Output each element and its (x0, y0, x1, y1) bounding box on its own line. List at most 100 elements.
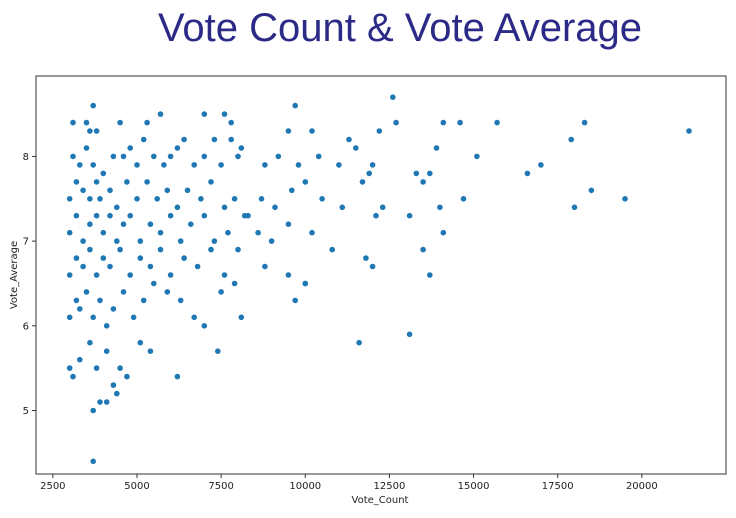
data-point (147, 263, 154, 270)
data-point (309, 229, 315, 236)
data-point (268, 238, 275, 244)
data-point (188, 221, 194, 227)
data-point (97, 196, 103, 202)
data-point (93, 365, 100, 371)
data-point (114, 238, 120, 244)
data-point (440, 119, 447, 126)
data-point (97, 399, 103, 405)
data-point (191, 162, 197, 168)
data-point (110, 306, 117, 312)
data-point (191, 314, 197, 321)
data-point (107, 212, 113, 219)
data-point (211, 136, 218, 143)
data-point (285, 272, 292, 278)
data-point (120, 221, 127, 227)
data-point (201, 212, 208, 219)
data-point (174, 145, 181, 151)
data-point (427, 170, 433, 177)
x-axis-label: Vote_Count (352, 495, 409, 506)
data-point (110, 382, 117, 388)
data-point (93, 212, 100, 219)
data-point (66, 196, 73, 202)
data-point (87, 221, 93, 227)
data-point (201, 153, 208, 160)
data-point (221, 204, 228, 211)
data-point (235, 246, 241, 253)
data-point (103, 323, 110, 329)
data-point (524, 170, 531, 177)
data-point (437, 204, 443, 211)
data-point (231, 196, 238, 202)
y-tick-label: 6 (23, 321, 29, 332)
data-point (117, 365, 123, 371)
data-point (134, 196, 140, 202)
data-point (120, 289, 127, 295)
y-tick-label: 7 (23, 237, 29, 248)
data-point (134, 162, 140, 168)
data-point (93, 128, 100, 134)
data-point (420, 179, 426, 185)
data-point (262, 162, 268, 168)
data-point (208, 246, 214, 253)
data-point (198, 196, 204, 202)
data-point (174, 204, 181, 211)
data-point (272, 204, 278, 211)
data-point (80, 263, 86, 270)
data-point (369, 162, 376, 168)
data-point (174, 373, 181, 380)
data-point (460, 196, 467, 202)
data-point (161, 162, 167, 168)
data-point (406, 212, 413, 219)
data-point (103, 348, 110, 355)
data-point (87, 339, 93, 346)
data-point (221, 272, 228, 278)
data-point (238, 145, 245, 151)
data-point (90, 162, 96, 168)
data-point (228, 136, 234, 143)
data-point (164, 187, 171, 194)
data-point (151, 280, 157, 287)
data-point (369, 263, 376, 270)
data-point (568, 136, 574, 143)
data-point (413, 170, 420, 177)
data-point (393, 119, 399, 126)
data-point (103, 399, 110, 405)
data-point (353, 145, 359, 151)
data-point (309, 128, 315, 134)
data-point (285, 128, 292, 134)
data-point (329, 246, 336, 253)
data-point (292, 297, 299, 304)
data-point (77, 162, 83, 168)
data-point (262, 263, 268, 270)
data-point (73, 255, 80, 261)
data-point (66, 272, 73, 278)
data-point (107, 187, 113, 194)
data-point (457, 119, 463, 126)
data-point (147, 221, 154, 227)
data-point (100, 170, 107, 177)
data-point (359, 179, 366, 185)
data-point (255, 229, 261, 236)
data-point (289, 187, 295, 194)
data-point (124, 373, 130, 380)
data-point (238, 314, 245, 321)
data-point (366, 170, 373, 177)
data-point (140, 297, 147, 304)
data-point (622, 196, 628, 202)
data-point (73, 212, 80, 219)
data-point (336, 162, 342, 168)
data-point (73, 297, 80, 304)
x-tick-label: 15000 (458, 481, 490, 492)
data-point (346, 136, 352, 143)
data-point (315, 153, 322, 160)
data-point (87, 128, 93, 134)
data-point (90, 102, 96, 109)
data-point (339, 204, 346, 211)
data-point (440, 229, 447, 236)
data-point (201, 323, 208, 329)
data-point (211, 238, 218, 244)
data-point (87, 246, 93, 253)
data-point (137, 255, 144, 261)
data-point (218, 289, 224, 295)
